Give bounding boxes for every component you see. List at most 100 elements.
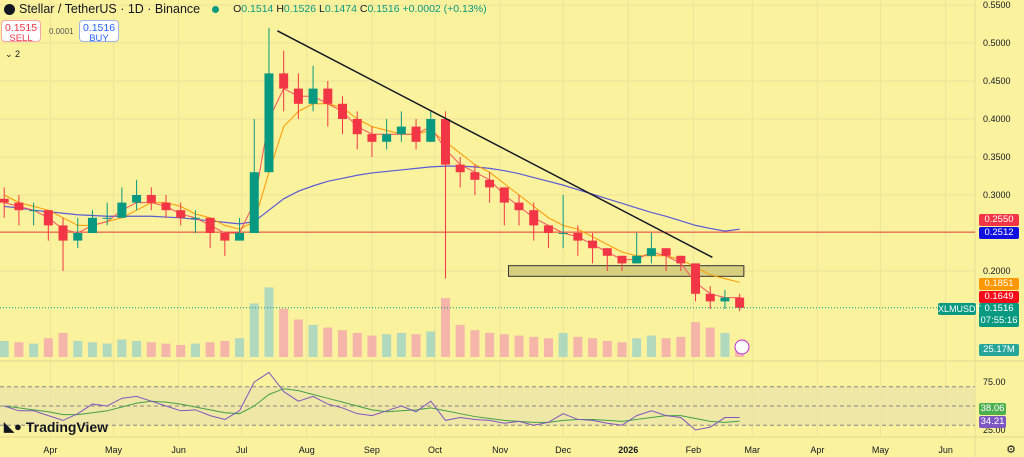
candle-body — [499, 187, 509, 203]
volume-bar — [455, 324, 465, 357]
volume-bar — [0, 340, 9, 357]
x-tick-label: Apr — [810, 445, 824, 455]
lightning-icon — [734, 339, 750, 355]
x-tick-label: Jul — [236, 445, 248, 455]
x-tick-label: May — [872, 445, 890, 455]
volume-bar — [367, 335, 377, 357]
symbol-title[interactable]: Stellar / TetherUS · 1D · Binance — [19, 2, 201, 16]
candle-body — [735, 297, 745, 308]
candle-body — [190, 217, 200, 219]
candle-body — [132, 195, 142, 203]
volume-bar — [29, 343, 39, 357]
volume-bar — [161, 343, 171, 357]
settings-icon[interactable]: ⚙ — [1006, 444, 1016, 456]
ma-red-tag: 0.1649 — [979, 291, 1019, 303]
chart-header: Stellar / TetherUS · 1D · Binance O0.151… — [4, 2, 487, 16]
volume-bar — [573, 336, 583, 357]
volume-bar — [558, 332, 568, 357]
volume-bar — [190, 343, 200, 357]
volume-bar — [87, 342, 97, 357]
candle-body — [485, 179, 495, 188]
candle-body — [146, 195, 156, 203]
rsi-tick-label: 25.00 — [983, 425, 1006, 435]
candle-body — [396, 126, 406, 135]
candle-body — [691, 263, 701, 294]
volume-bar — [279, 308, 289, 357]
candle-body — [249, 172, 259, 233]
ma-tag: 0.2550 — [979, 214, 1019, 226]
volume-bar — [293, 319, 303, 357]
volume-bar — [529, 336, 539, 357]
ma-orange-tag: 0.1851 — [979, 278, 1019, 290]
symbol-tag: XLMUSDT — [938, 303, 982, 315]
volume-bar — [338, 330, 348, 357]
candle-body — [220, 233, 230, 241]
x-tick-label: Dec — [555, 445, 572, 455]
candle-body — [529, 210, 539, 226]
candle-body — [455, 164, 465, 173]
candle-body — [176, 210, 186, 218]
volume-bar — [676, 336, 686, 357]
x-tick-label: May — [105, 445, 123, 455]
volume-bar — [73, 340, 83, 357]
candle-body — [73, 233, 83, 241]
volume-tag: 25.17M — [979, 344, 1019, 356]
hline-tag: 0.2512 — [979, 227, 1019, 239]
candle-body — [338, 103, 348, 119]
candle-body — [602, 248, 612, 256]
rsi-tag: 38.06 — [979, 403, 1006, 415]
candle-body — [543, 225, 553, 233]
support-box — [508, 265, 745, 277]
volume-bar — [102, 343, 112, 357]
rsi-tick-label: 75.00 — [983, 377, 1006, 387]
candle-body — [617, 255, 627, 264]
volume-bar — [705, 327, 715, 357]
volume-bar — [43, 338, 53, 357]
candle-body — [293, 88, 303, 104]
candle-body — [14, 202, 24, 211]
x-tick-label: Apr — [43, 445, 57, 455]
volume-bar — [235, 338, 245, 357]
candle-body — [705, 293, 715, 302]
indicators-collapse-button[interactable]: ⌄ 2 — [1, 48, 25, 61]
volume-bar — [58, 332, 68, 357]
volume-bar — [440, 298, 450, 357]
spread: 0.0001 — [49, 27, 74, 36]
x-tick-label: Jun — [171, 445, 186, 455]
volume-bar — [117, 339, 127, 357]
candle-body — [161, 202, 171, 211]
buy-button[interactable]: 0.1516 BUY — [79, 20, 119, 44]
volume-bar — [691, 322, 701, 357]
volume-bar — [249, 303, 259, 357]
candle-body — [661, 248, 671, 256]
stellar-logo-icon — [4, 3, 15, 15]
volume-bar — [220, 340, 230, 357]
x-tick-label: Nov — [492, 445, 509, 455]
volume-bar — [499, 334, 509, 357]
sell-button[interactable]: 0.1515 SELL — [1, 20, 41, 44]
candle-body — [29, 210, 39, 212]
volume-bar — [426, 331, 436, 357]
candle-body — [440, 119, 450, 165]
candle-body — [0, 198, 9, 203]
y-tick-label: 0.2000 — [983, 266, 1011, 276]
volume-bar — [396, 332, 406, 357]
volume-bar — [602, 340, 612, 357]
volume-bar — [720, 332, 730, 357]
candle-body — [205, 217, 215, 233]
ma-slow-line — [4, 165, 740, 232]
candle-body — [102, 217, 112, 219]
candle-body — [720, 297, 730, 302]
rsi-ma-line — [4, 388, 740, 423]
candle-body — [382, 134, 392, 142]
candle-body — [279, 73, 289, 89]
candle-body — [573, 233, 583, 241]
x-tick-label: Sep — [364, 445, 380, 455]
volume-bar — [205, 342, 215, 357]
x-tick-label: Jun — [938, 445, 953, 455]
volume-bar — [514, 335, 524, 357]
candle-body — [235, 233, 245, 241]
candle-body — [646, 248, 656, 256]
candle-body — [558, 233, 568, 234]
